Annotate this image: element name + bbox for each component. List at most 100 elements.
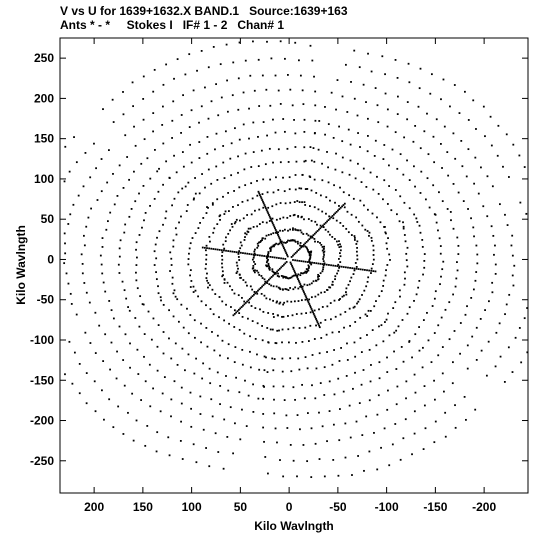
uv-point (131, 81, 134, 84)
uv-point (283, 248, 286, 251)
uv-point (333, 213, 335, 216)
uv-point (186, 307, 188, 310)
uv-point (233, 361, 236, 364)
uv-point (296, 475, 298, 478)
uv-point (317, 148, 320, 151)
uv-point (275, 301, 278, 304)
uv-point (441, 372, 444, 375)
uv-point (299, 244, 301, 247)
uv-point (290, 300, 293, 303)
uv-point (232, 206, 234, 208)
uv-point (220, 249, 223, 252)
uv-point (414, 333, 417, 336)
uv-point (309, 311, 312, 314)
uv-point (366, 269, 368, 272)
uv-point (269, 104, 272, 107)
uv-point (331, 331, 334, 334)
uv-point (261, 325, 264, 327)
uv-point (162, 352, 165, 355)
uv-point (271, 270, 274, 273)
uv-point (178, 221, 180, 224)
uv-point (221, 275, 224, 278)
uv-point (327, 219, 330, 221)
uv-point (418, 326, 421, 328)
uv-point (338, 266, 340, 269)
uv-point (256, 322, 259, 325)
uv-point (303, 130, 306, 133)
uv-point (305, 268, 308, 270)
uv-point (499, 355, 502, 358)
uv-point (265, 88, 268, 91)
uv-point (246, 300, 248, 303)
uv-point (83, 282, 86, 284)
uv-point (221, 251, 224, 254)
uv-point (192, 291, 195, 293)
uv-point (377, 394, 380, 397)
uv-point (290, 276, 293, 279)
uv-point (273, 412, 276, 415)
uv-point (368, 269, 371, 272)
uv-point (279, 241, 282, 243)
uv-point (311, 235, 313, 238)
uv-point (318, 324, 320, 327)
uv-point (338, 265, 341, 268)
uv-point (267, 341, 270, 344)
uv-point (162, 303, 165, 306)
uv-point (357, 132, 359, 134)
uv-point (506, 224, 509, 226)
uv-point (248, 301, 250, 304)
uv-point (378, 295, 381, 298)
uv-point (403, 283, 406, 286)
uv-point (265, 207, 267, 210)
uv-point (370, 236, 373, 239)
uv-point (200, 341, 202, 344)
uv-point (128, 215, 131, 218)
uv-point (305, 296, 308, 299)
uv-point (272, 224, 275, 226)
uv-point (372, 270, 375, 273)
uv-point (230, 306, 232, 308)
uv-point (316, 230, 319, 232)
uv-point (293, 213, 296, 216)
uv-point (466, 305, 468, 308)
uv-point (137, 373, 140, 375)
uv-point (263, 440, 265, 443)
uv-point (293, 300, 296, 303)
uv-point (216, 248, 219, 251)
uv-point (411, 356, 413, 359)
uv-point (209, 240, 211, 243)
uv-point (143, 138, 146, 141)
uv-point (129, 366, 131, 369)
uv-point (274, 227, 276, 230)
uv-point (194, 336, 196, 339)
uv-point (155, 257, 158, 260)
uv-point (64, 252, 67, 255)
uv-point (303, 160, 306, 163)
uv-point (236, 270, 239, 273)
uv-point (286, 277, 289, 280)
uv-point (308, 259, 311, 262)
uv-point (247, 227, 250, 230)
uv-point (282, 176, 284, 179)
uv-point (282, 245, 285, 248)
uv-point (342, 225, 345, 227)
uv-point (268, 215, 271, 218)
uv-point (341, 171, 344, 174)
uv-point (440, 98, 442, 101)
uv-point (520, 361, 523, 364)
uv-point (291, 275, 294, 278)
uv-point (89, 342, 92, 344)
uv-point (214, 432, 217, 435)
uv-point (81, 262, 84, 265)
uv-point (350, 234, 353, 236)
uv-point (413, 432, 416, 435)
uv-point (261, 254, 263, 257)
uv-point (361, 294, 363, 296)
uv-point (369, 171, 372, 174)
uv-point (519, 201, 522, 204)
uv-point (326, 289, 329, 291)
uv-point (340, 347, 342, 349)
uv-point (512, 284, 515, 287)
uv-point (283, 130, 286, 133)
uv-point (296, 276, 299, 279)
